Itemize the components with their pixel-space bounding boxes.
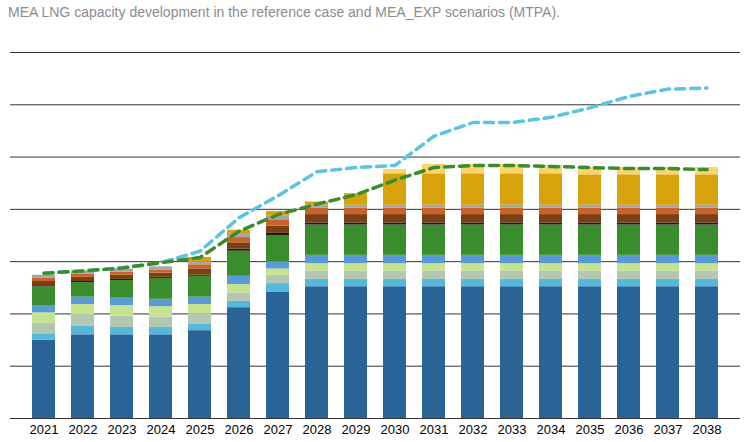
svg-text:2021: 2021	[30, 422, 59, 437]
svg-text:2035: 2035	[576, 422, 605, 437]
svg-text:2023: 2023	[108, 422, 137, 437]
svg-text:2027: 2027	[264, 422, 293, 437]
svg-text:2036: 2036	[615, 422, 644, 437]
svg-text:2030: 2030	[381, 422, 410, 437]
svg-text:2028: 2028	[303, 422, 332, 437]
svg-text:2037: 2037	[654, 422, 683, 437]
svg-text:2031: 2031	[420, 422, 449, 437]
svg-text:2025: 2025	[186, 422, 215, 437]
svg-text:2026: 2026	[225, 422, 254, 437]
svg-text:2022: 2022	[69, 422, 98, 437]
svg-text:2038: 2038	[693, 422, 722, 437]
html-text:MEA LNG capacity development i: MEA LNG capacity development in the refe…	[8, 4, 560, 20]
svg-text:2032: 2032	[459, 422, 488, 437]
svg-text:2029: 2029	[342, 422, 371, 437]
svg-text:2034: 2034	[537, 422, 566, 437]
svg-text:2033: 2033	[498, 422, 527, 437]
svg-text:2024: 2024	[147, 422, 176, 437]
